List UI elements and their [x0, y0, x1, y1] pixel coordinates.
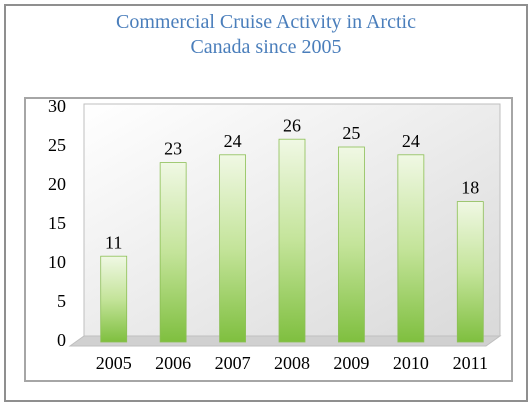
- y-tick-label: 15: [48, 213, 66, 233]
- x-tick-label: 2005: [96, 353, 132, 373]
- data-label: 11: [105, 232, 122, 252]
- y-tick-label: 0: [57, 330, 66, 350]
- bar: [397, 154, 425, 343]
- data-label: 25: [342, 123, 360, 143]
- bar: [278, 138, 306, 343]
- y-tick-label: 20: [48, 174, 66, 194]
- data-label: 26: [283, 115, 301, 135]
- x-tick-label: 2010: [393, 353, 429, 373]
- x-tick-label: 2007: [215, 353, 251, 373]
- data-label: 23: [164, 139, 182, 159]
- data-label: 24: [402, 131, 420, 151]
- bar: [219, 154, 246, 343]
- x-tick-label: 2008: [274, 353, 310, 373]
- bar: [456, 201, 484, 343]
- bar: [338, 146, 365, 343]
- data-label: 24: [224, 131, 242, 151]
- chart-title: Commercial Cruise Activity in Arctic Can…: [116, 11, 416, 58]
- x-tick-label: 2011: [453, 353, 488, 373]
- x-tick-label: 2006: [155, 353, 191, 373]
- y-tick-label: 30: [48, 96, 66, 116]
- x-tick-label: 2009: [333, 353, 369, 373]
- bar: [159, 162, 187, 343]
- y-tick-label: 5: [57, 291, 66, 311]
- data-label: 18: [461, 178, 479, 198]
- bar: [100, 255, 128, 343]
- y-tick-label: 10: [48, 252, 66, 272]
- y-tick-label: 25: [48, 135, 66, 155]
